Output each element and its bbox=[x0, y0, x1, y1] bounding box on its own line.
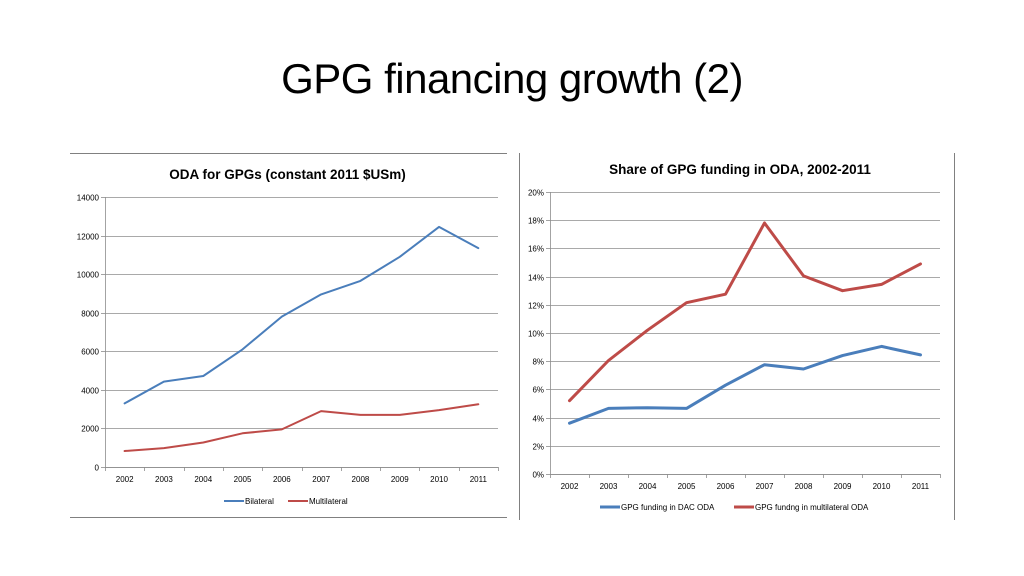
left-chart-ytick-label: 14000 bbox=[77, 194, 100, 203]
slide-title: GPG financing growth (2) bbox=[281, 55, 743, 102]
right-chart-ytick-label: 6% bbox=[532, 386, 544, 395]
left-chart-legend-label: Bilateral bbox=[245, 497, 274, 506]
left-chart-legend-label: Multilateral bbox=[309, 497, 348, 506]
right-chart-xtick-label: 2003 bbox=[600, 482, 618, 491]
right-chart-xtick-label: 2005 bbox=[678, 482, 696, 491]
right-chart-ytick-label: 16% bbox=[528, 245, 544, 254]
right-chart-xtick-label: 2009 bbox=[834, 482, 852, 491]
left-chart-ytick-label: 2000 bbox=[81, 425, 99, 434]
chart-share-of-gpg-funding: Share of GPG funding in ODA, 2002-2011 0%… bbox=[519, 153, 955, 520]
left-chart-xtick-label: 2004 bbox=[194, 475, 212, 484]
right-chart-ytick-label: 8% bbox=[532, 358, 544, 367]
left-chart-xtick-label: 2002 bbox=[116, 475, 134, 484]
right-chart-ytick-label: 20% bbox=[528, 189, 544, 198]
right-chart-title: Share of GPG funding in ODA, 2002-2011 bbox=[609, 162, 871, 177]
left-chart-xtick-label: 2003 bbox=[155, 475, 173, 484]
right-chart-ytick-label: 2% bbox=[532, 443, 544, 452]
left-chart-series-line-2 bbox=[123, 403, 480, 452]
right-chart-xtick-label: 2011 bbox=[912, 482, 930, 491]
right-chart-xtick-label: 2006 bbox=[717, 482, 735, 491]
right-chart-xtick-label: 2007 bbox=[756, 482, 774, 491]
right-chart-xtick-label: 2004 bbox=[639, 482, 657, 491]
right-chart-ytick-label: 4% bbox=[532, 415, 544, 424]
right-chart-ytick-label: 12% bbox=[528, 302, 544, 311]
right-chart-xtick-label: 2008 bbox=[795, 482, 813, 491]
left-chart-xtick-label: 2011 bbox=[470, 475, 488, 484]
left-chart-ytick-label: 10000 bbox=[77, 271, 100, 280]
chart-share-of-gpg-funding-svg: Share of GPG funding in ODA, 2002-2011 0%… bbox=[519, 153, 955, 520]
left-chart-ytick-label: 0 bbox=[95, 464, 100, 473]
right-chart-ytick-label: 18% bbox=[528, 217, 544, 226]
left-chart-ytick-label: 4000 bbox=[81, 387, 99, 396]
left-chart-xtick-label: 2010 bbox=[430, 475, 448, 484]
left-chart-ytick-label: 12000 bbox=[77, 233, 100, 242]
left-chart-xtick-label: 2006 bbox=[273, 475, 291, 484]
chart-oda-for-gpgs-svg: ODA for GPGs (constant 2011 $USm) 0 2000 40… bbox=[70, 153, 507, 518]
left-chart-series-line-1 bbox=[123, 225, 480, 405]
left-chart-xtick-label: 2008 bbox=[352, 475, 370, 484]
right-chart-series-line-2 bbox=[568, 221, 922, 403]
left-chart-xtick-label: 2007 bbox=[312, 475, 330, 484]
left-chart-ytick-label: 6000 bbox=[81, 348, 99, 357]
chart-oda-for-gpgs: ODA for GPGs (constant 2011 $USm) 0 2000 40… bbox=[70, 153, 507, 518]
left-chart-title: ODA for GPGs (constant 2011 $USm) bbox=[169, 167, 406, 182]
left-chart-ytick-label: 8000 bbox=[81, 310, 99, 319]
right-chart-ytick-label: 14% bbox=[528, 274, 544, 283]
right-chart-legend-label: GPG fundng in multilateral ODA bbox=[755, 503, 869, 512]
right-chart-ytick-label: 0% bbox=[532, 471, 544, 480]
right-chart-ytick-label: 10% bbox=[528, 330, 544, 339]
left-chart-xtick-label: 2009 bbox=[391, 475, 409, 484]
right-chart-xtick-label: 2010 bbox=[873, 482, 891, 491]
right-chart-series-line-1 bbox=[568, 344, 922, 425]
right-chart-xtick-label: 2002 bbox=[561, 482, 579, 491]
right-chart-legend-label: GPG funding in DAC ODA bbox=[621, 503, 715, 512]
left-chart-xtick-label: 2005 bbox=[234, 475, 252, 484]
